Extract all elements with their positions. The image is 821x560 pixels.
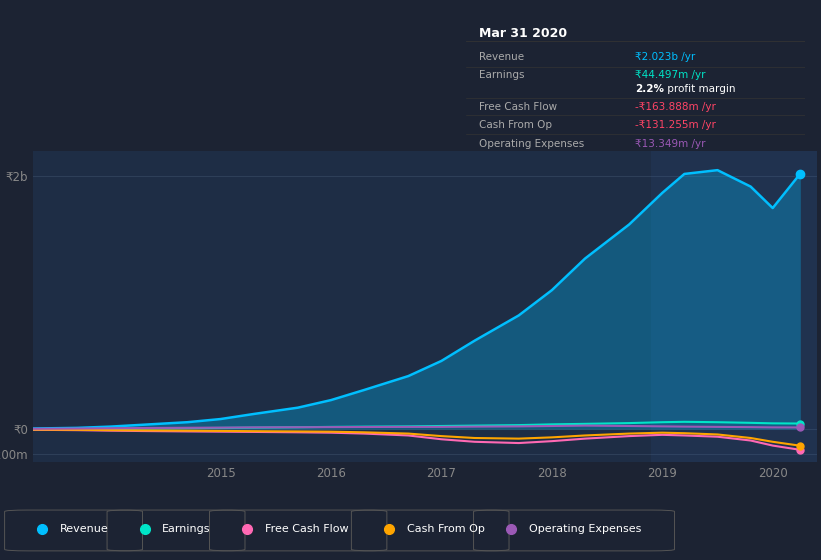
Text: Operating Expenses: Operating Expenses (479, 139, 585, 149)
Text: Earnings: Earnings (479, 70, 525, 80)
Text: ₹2.023b /yr: ₹2.023b /yr (635, 52, 695, 62)
Text: -₹131.255m /yr: -₹131.255m /yr (635, 120, 717, 130)
Text: Mar 31 2020: Mar 31 2020 (479, 27, 567, 40)
Text: -₹163.888m /yr: -₹163.888m /yr (635, 101, 717, 111)
Text: Operating Expenses: Operating Expenses (529, 524, 641, 534)
Text: ₹13.349m /yr: ₹13.349m /yr (635, 139, 706, 149)
Text: 2.2%: 2.2% (635, 85, 664, 95)
Text: Earnings: Earnings (163, 524, 211, 534)
Bar (651, 151, 817, 462)
Text: ₹44.497m /yr: ₹44.497m /yr (635, 70, 706, 80)
Text: Revenue: Revenue (479, 52, 525, 62)
Text: profit margin: profit margin (664, 85, 736, 95)
Text: Free Cash Flow: Free Cash Flow (264, 524, 348, 534)
Text: Cash From Op: Cash From Op (406, 524, 484, 534)
Text: Revenue: Revenue (60, 524, 108, 534)
Text: Cash From Op: Cash From Op (479, 120, 552, 130)
Text: Free Cash Flow: Free Cash Flow (479, 101, 557, 111)
